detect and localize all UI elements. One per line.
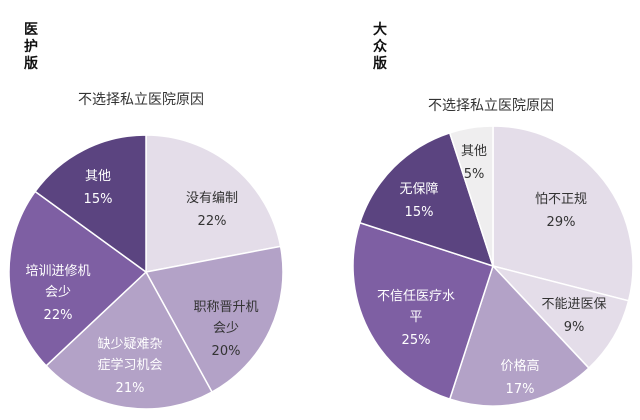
chart2-slice-6-value: 5% bbox=[464, 167, 485, 182]
chart1-slice-3 bbox=[45, 270, 214, 410]
chart2-slice-3-value: 17% bbox=[506, 382, 535, 397]
chart2-slice-4-label: 不信任医疗水平 bbox=[377, 289, 455, 325]
chart1-slice-3-label: 缺少疑难杂症学习机会 bbox=[97, 336, 162, 373]
chart1-slice-1-value: 22% bbox=[198, 214, 227, 229]
chart2-slice-2 bbox=[490, 264, 630, 370]
chart2-slice-5-value: 15% bbox=[405, 205, 434, 220]
chart1-slice-5 bbox=[34, 134, 147, 274]
chart1-slice-1 bbox=[145, 134, 282, 273]
chart1-slice-3-value: 21% bbox=[116, 381, 145, 396]
chart1-slice-1-label: 没有编制 bbox=[186, 191, 238, 206]
chart1-slice-4-label: 培训进修机会少 bbox=[25, 263, 90, 300]
chart1-slice-5-value: 15% bbox=[84, 192, 113, 207]
chart2-slice-5 bbox=[358, 131, 495, 268]
chart2-slice-6 bbox=[448, 125, 494, 267]
chart2-slice-4-value: 25% bbox=[402, 333, 431, 348]
chart2-slice-1 bbox=[492, 125, 634, 302]
chart1-title: 不选择私立医院原因 bbox=[78, 92, 204, 108]
chart2-title: 不选择私立医院原因 bbox=[428, 98, 554, 114]
chart2-slice-1-value: 29% bbox=[547, 215, 576, 230]
chart1-slice-4-value: 22% bbox=[44, 308, 73, 323]
chart2-edition-label: 大 众 版 bbox=[373, 22, 387, 72]
chart2-slice-2-label: 不能进医保 bbox=[541, 297, 606, 312]
chart1-slice-4 bbox=[8, 190, 148, 367]
chart2-slice-4 bbox=[352, 221, 494, 401]
chart2-slice-2-value: 9% bbox=[564, 320, 585, 335]
chart2-slice-5-label: 无保障 bbox=[399, 182, 438, 197]
chart2-slice-1-label: 怕不正规 bbox=[535, 192, 587, 207]
chart2-slice-3 bbox=[448, 264, 590, 407]
chart1-edition-label: 医 护 版 bbox=[24, 22, 38, 72]
chart1-slice-2 bbox=[144, 245, 284, 394]
chart1-slice-5-label: 其他 bbox=[85, 169, 111, 184]
chart2-slice-6-label: 其他 bbox=[461, 144, 487, 159]
chart1-slice-2-value: 20% bbox=[212, 344, 241, 359]
chart2-slice-3-label: 价格高 bbox=[500, 358, 539, 374]
chart1-slice-2-label: 职称晋升机会少 bbox=[193, 300, 258, 336]
